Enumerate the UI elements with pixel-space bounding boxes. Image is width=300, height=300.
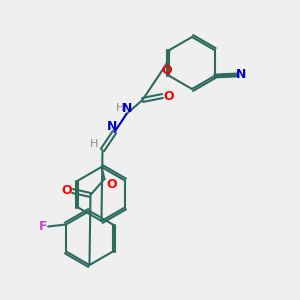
Text: O: O <box>161 64 172 77</box>
Text: O: O <box>163 89 174 103</box>
Text: O: O <box>61 184 72 197</box>
Text: O: O <box>106 178 117 190</box>
Text: N: N <box>236 68 247 82</box>
Text: H: H <box>116 103 125 113</box>
Text: H: H <box>90 139 99 149</box>
Text: N: N <box>122 101 133 115</box>
Text: N: N <box>107 119 118 133</box>
Text: F: F <box>39 220 47 233</box>
